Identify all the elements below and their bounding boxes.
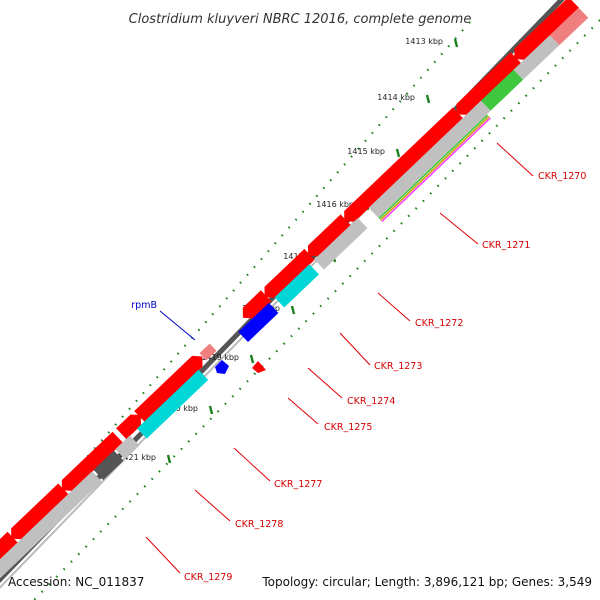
rpmb-feature: [199, 343, 217, 361]
gene-label-ckr_1279: CKR_1279: [184, 572, 232, 583]
cog-feature: [93, 450, 124, 480]
cog-feature: [480, 69, 524, 111]
accession-text: Accession: NC_011837: [8, 575, 144, 589]
map-title: Clostridium kluyveri NBRC 12016, complet…: [129, 12, 472, 27]
gene-label-ckr_1275: CKR_1275: [324, 422, 372, 433]
tick-mark: [395, 148, 401, 158]
cog-feature: [314, 218, 368, 270]
tick-label: 1419 kbp: [201, 353, 239, 362]
callout-line: [194, 489, 231, 522]
callout-line: [287, 397, 319, 425]
cog-feature: [137, 369, 209, 439]
tick-label: 1421 kbp: [118, 453, 156, 462]
cds-feature: [11, 483, 69, 540]
tick-label: 1416 kbp: [316, 200, 354, 209]
gene-label-rpmb: rpmB: [131, 300, 157, 311]
cds-feature: [514, 0, 579, 60]
gene-label-ckr_1278: CKR_1278: [235, 519, 283, 530]
cds-feature: [0, 531, 18, 560]
cds-feature: [134, 355, 203, 422]
strand-line: [378, 114, 489, 220]
tick-mark: [166, 454, 172, 464]
cog-feature: [115, 435, 140, 460]
cog-feature: [0, 471, 102, 579]
cog-feature: [274, 264, 319, 308]
genome-summary-text: Topology: circular; Length: 3,896,121 bp…: [261, 575, 592, 589]
tick-label: 1415 kbp: [347, 147, 385, 156]
strand-line: [381, 117, 491, 222]
cds-feature: [344, 107, 464, 222]
gene-label-ckr_1274: CKR_1274: [347, 396, 395, 407]
callout-line: [233, 447, 271, 482]
tick-mark: [208, 405, 214, 415]
tick-mark: [290, 305, 296, 315]
callout-line: [145, 536, 181, 574]
callout-line: [377, 292, 411, 322]
tick-label: 1414 kbp: [377, 93, 415, 102]
gene-label-ckr_1277: CKR_1277: [274, 479, 322, 490]
cog-feature: [238, 302, 279, 342]
callout-line: [307, 367, 343, 399]
gene-label-ckr_1271: CKR_1271: [482, 240, 530, 251]
cds-feature: [61, 431, 123, 491]
tick-label: 1413 kbp: [405, 37, 443, 46]
cds-feature: [456, 52, 522, 115]
callout-line: [159, 310, 196, 341]
cds-feature: [264, 248, 315, 298]
cog-feature: [368, 100, 491, 218]
tick-label: 1420 kbp: [160, 404, 198, 413]
cds-feature: [242, 290, 272, 319]
gene-label-ckr_1270: CKR_1270: [538, 171, 586, 182]
gene-label-ckr_1272: CKR_1272: [415, 318, 463, 329]
strand-line: [379, 115, 490, 221]
callout-line: [496, 142, 534, 177]
gene-label-ckr_1273: CKR_1273: [374, 361, 422, 372]
cog-feature: [513, 35, 560, 80]
small-cds-feature: [252, 361, 266, 373]
callout-line: [339, 332, 371, 366]
tick-mark: [425, 94, 431, 104]
rpmb-arrow: [215, 360, 229, 374]
gene-callouts: CKR_1270 CKR_1271 CKR_1272 CKR_1273 CKR_1274…: [131, 142, 586, 583]
cog-feature: [549, 7, 589, 46]
feature-tracks: [0, 0, 589, 579]
cds-feature: [116, 414, 141, 440]
tick-mark: [249, 354, 255, 364]
tick-mark: [453, 38, 459, 48]
callout-line: [439, 212, 479, 245]
cds-feature: [308, 214, 351, 257]
